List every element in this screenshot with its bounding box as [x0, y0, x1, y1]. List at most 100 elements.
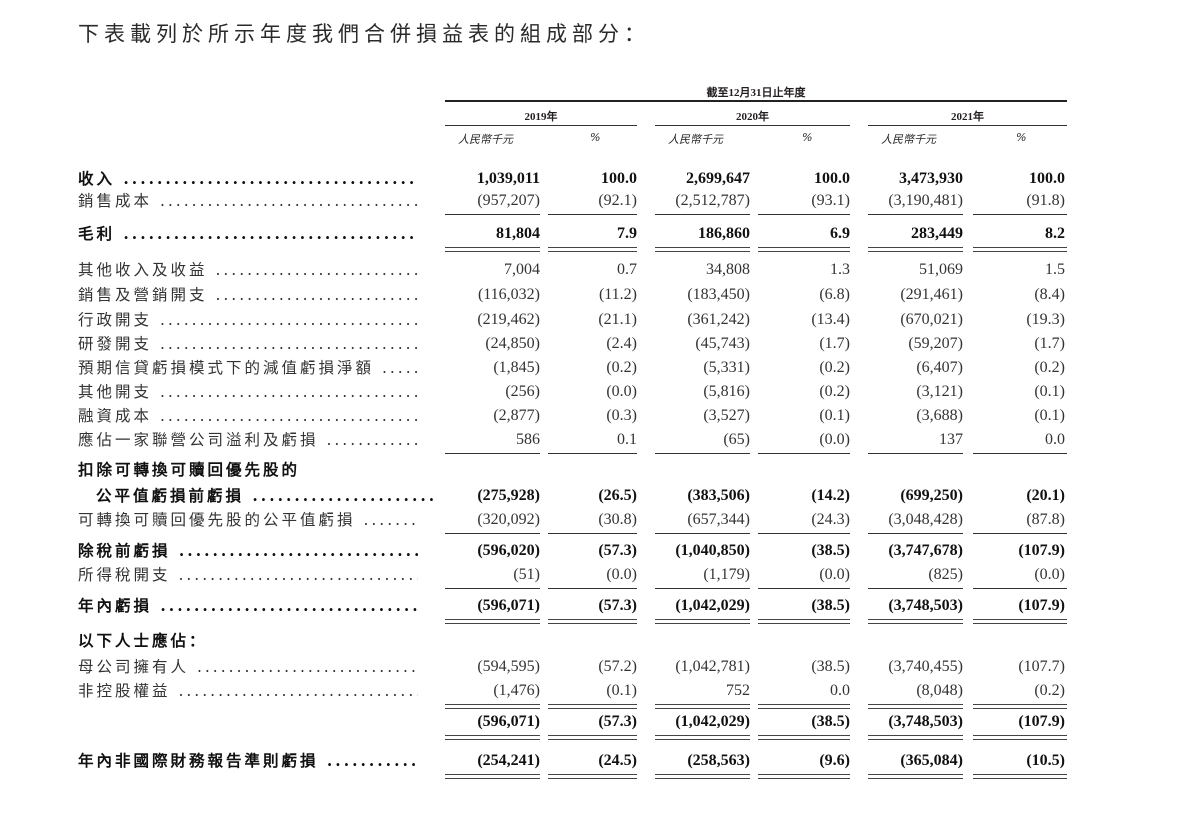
row-label: 其他收入及收益 ................................…: [78, 260, 418, 280]
double-rule: [973, 247, 1067, 252]
row-label-text: 可轉換可贖回優先股的公平值虧損: [78, 511, 356, 529]
percent-cell: 100.0: [814, 170, 850, 187]
amount-cell: 3,473,930: [899, 170, 963, 187]
percent-cell: (91.8): [1026, 192, 1065, 209]
unit-label: 人民幣千元: [458, 133, 513, 146]
percent-cell: (0.2): [1034, 682, 1065, 699]
row-label: 其他開支 ...................................…: [78, 382, 418, 402]
row-label: 扣除可轉換可贖回優先股的: [78, 460, 418, 480]
row-label: 銷售成本 ...................................…: [78, 191, 418, 211]
row-label-text: 母公司擁有人: [78, 658, 190, 676]
double-rule: [868, 619, 963, 624]
percent-cell: (107.9): [1018, 713, 1065, 730]
percent-cell: 0.0: [830, 682, 850, 699]
double-rule: [758, 704, 850, 709]
row-label-text: 以下人士應佔：: [78, 631, 208, 650]
percent-cell: (107.7): [1018, 658, 1065, 675]
percent-cell: (0.1): [819, 407, 850, 424]
row-label-text: 扣除可轉換可贖回優先股的: [78, 460, 301, 479]
amount-cell: (1,042,029): [675, 597, 750, 614]
double-rule: [758, 774, 850, 779]
unit-label: 人民幣千元: [881, 133, 936, 146]
row-label: 非控股權益 ..................................…: [78, 681, 418, 701]
amount-cell: (24,850): [485, 335, 540, 352]
pct-label: %: [802, 131, 813, 144]
percent-cell: (14.2): [811, 487, 850, 504]
leader-dots: ........................................…: [159, 335, 418, 353]
row-label: 可轉換可贖回優先股的公平值虧損 ........................…: [78, 510, 418, 530]
percent-cell: (57.3): [598, 597, 637, 614]
percent-cell: (2.4): [606, 335, 637, 352]
percent-cell: (92.1): [598, 192, 637, 209]
row-label: 所得稅開支 ..................................…: [78, 565, 418, 585]
double-rule: [445, 774, 540, 779]
single-rule: [973, 588, 1067, 589]
amount-cell: (594,595): [477, 658, 540, 675]
row-label-text: 非控股權益: [78, 682, 171, 700]
single-rule: [655, 214, 750, 215]
percent-cell: 7.9: [617, 225, 637, 242]
percent-cell: (38.5): [811, 542, 850, 559]
row-label-text: 年內非國際財務報告準則虧損: [78, 751, 319, 770]
amount-cell: 81,804: [496, 225, 540, 242]
row-label-text: 其他開支: [78, 383, 153, 401]
amount-cell: 283,449: [911, 225, 963, 242]
double-rule: [548, 247, 637, 252]
percent-cell: (21.1): [598, 311, 637, 328]
percent-cell: (20.1): [1026, 487, 1065, 504]
row-label: 母公司擁有人 .................................…: [78, 657, 418, 677]
year-2021-header: 2021年: [951, 111, 984, 123]
percent-cell: (13.4): [811, 311, 850, 328]
percent-cell: (38.5): [811, 658, 850, 675]
row-label-text: 其他收入及收益: [78, 261, 208, 279]
row-label: 毛利 .....................................…: [78, 224, 418, 244]
row-label: 除稅前虧損 ..................................…: [78, 541, 418, 561]
row-label: 收入 .....................................…: [78, 169, 418, 189]
amount-cell: (51): [513, 566, 540, 583]
document-title: 下表載列於所示年度我們合併損益表的組成部分：: [78, 22, 650, 46]
single-rule: [758, 588, 850, 589]
amount-cell: (596,071): [477, 713, 540, 730]
double-rule: [655, 735, 750, 740]
row-label-text: 銷售及營銷開支: [78, 286, 208, 304]
row-label-text: 公平值虧損前虧損: [96, 486, 245, 505]
percent-cell: (87.8): [1026, 511, 1065, 528]
percent-cell: (0.2): [819, 383, 850, 400]
leader-dots: ........................................…: [160, 596, 418, 615]
single-rule: [758, 214, 850, 215]
leader-dots: ........................................…: [363, 511, 418, 529]
row-label-text: 融資成本: [78, 407, 153, 425]
double-rule: [655, 619, 750, 624]
percent-cell: (9.6): [819, 752, 850, 769]
amount-cell: 752: [726, 682, 750, 699]
amount-cell: (3,748,503): [888, 713, 963, 730]
percent-cell: (0.3): [606, 407, 637, 424]
year-rule: [445, 125, 637, 126]
double-rule: [445, 735, 540, 740]
leader-dots: ........................................…: [159, 311, 418, 329]
amount-cell: (3,190,481): [888, 192, 963, 209]
amount-cell: 7,004: [504, 261, 540, 278]
percent-cell: (107.9): [1018, 597, 1065, 614]
double-rule: [868, 735, 963, 740]
percent-cell: (0.2): [1034, 359, 1065, 376]
row-label: 預期信貸虧損模式下的減值虧損淨額 .......................…: [78, 358, 418, 378]
single-rule: [868, 214, 963, 215]
double-rule: [655, 247, 750, 252]
amount-cell: (1,476): [493, 682, 540, 699]
row-label-text: 毛利: [78, 224, 116, 243]
double-rule: [973, 735, 1067, 740]
amount-cell: (2,877): [493, 407, 540, 424]
leader-dots: ........................................…: [178, 541, 418, 560]
amount-cell: 586: [516, 431, 540, 448]
amount-cell: (3,747,678): [888, 542, 963, 559]
percent-cell: 100.0: [1029, 170, 1065, 187]
percent-cell: (0.0): [606, 566, 637, 583]
amount-cell: (361,242): [687, 311, 750, 328]
amount-cell: 186,860: [698, 225, 750, 242]
row-label: 應佔一家聯營公司溢利及虧損 ..........................…: [78, 430, 418, 450]
double-rule: [758, 735, 850, 740]
amount-cell: (5,331): [703, 359, 750, 376]
single-rule: [868, 588, 963, 589]
double-rule: [973, 774, 1067, 779]
